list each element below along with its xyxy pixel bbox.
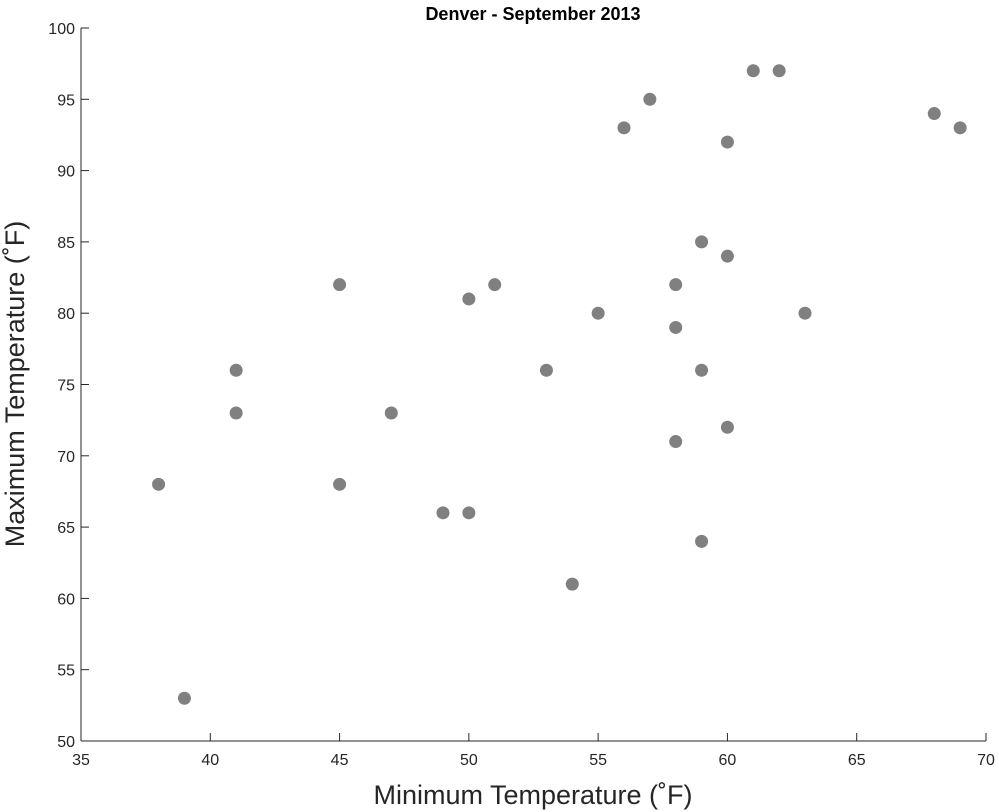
x-tick-label: 55 xyxy=(589,752,607,769)
data-point xyxy=(333,477,347,491)
y-tick-label: 60 xyxy=(57,591,75,608)
y-tick-label: 65 xyxy=(57,520,75,537)
data-point xyxy=(229,406,243,420)
data-point xyxy=(953,121,967,135)
x-ticks: 35 40 45 50 55 60 65 70 xyxy=(72,733,995,769)
data-points xyxy=(152,64,967,705)
y-tick-label: 70 xyxy=(57,449,75,466)
axes xyxy=(80,28,986,742)
data-point xyxy=(488,278,502,292)
y-ticks: 50 55 60 65 70 75 80 85 90 95 100 xyxy=(48,21,89,751)
data-point xyxy=(462,506,476,520)
data-point xyxy=(798,306,812,320)
y-tick-label: 55 xyxy=(57,663,75,680)
y-tick-label: 90 xyxy=(57,164,75,181)
data-point xyxy=(695,363,709,377)
data-point xyxy=(617,121,631,135)
data-point xyxy=(720,249,734,263)
data-point xyxy=(669,435,683,449)
data-point xyxy=(565,577,579,591)
data-point xyxy=(643,92,657,106)
x-tick-label: 50 xyxy=(460,752,478,769)
data-point xyxy=(669,278,683,292)
x-tick-label: 60 xyxy=(719,752,737,769)
y-axis-title: Maximum Temperature (˚F) xyxy=(0,221,30,548)
data-point xyxy=(695,235,709,249)
data-point xyxy=(384,406,398,420)
chart-title: Denver - September 2013 xyxy=(425,4,640,24)
data-point xyxy=(462,292,476,306)
data-point xyxy=(152,477,166,491)
data-point xyxy=(695,534,709,548)
y-tick-label: 75 xyxy=(57,378,75,395)
x-tick-label: 40 xyxy=(201,752,219,769)
data-point xyxy=(772,64,786,78)
data-point xyxy=(229,363,243,377)
x-tick-label: 65 xyxy=(848,752,866,769)
y-tick-label: 50 xyxy=(57,734,75,751)
data-point xyxy=(746,64,760,78)
x-tick-label: 45 xyxy=(331,752,349,769)
x-tick-label: 35 xyxy=(72,752,90,769)
data-point xyxy=(333,278,347,292)
data-point xyxy=(669,320,683,334)
y-tick-label: 80 xyxy=(57,306,75,323)
data-point xyxy=(720,135,734,149)
data-point xyxy=(539,363,553,377)
data-point xyxy=(591,306,605,320)
y-tick-label: 95 xyxy=(57,92,75,109)
data-point xyxy=(720,420,734,434)
x-axis-title: Minimum Temperature (˚F) xyxy=(373,780,692,810)
data-point xyxy=(436,506,450,520)
x-tick-label: 70 xyxy=(977,752,995,769)
data-point xyxy=(927,107,941,121)
data-point xyxy=(177,691,191,705)
y-tick-label: 85 xyxy=(57,235,75,252)
y-tick-label: 100 xyxy=(48,21,75,38)
